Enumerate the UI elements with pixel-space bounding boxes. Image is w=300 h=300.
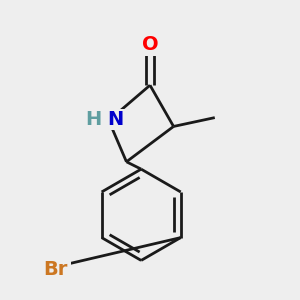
- Text: Br: Br: [44, 260, 68, 279]
- Text: H: H: [85, 110, 101, 129]
- Text: O: O: [142, 34, 158, 53]
- Text: N: N: [107, 110, 124, 129]
